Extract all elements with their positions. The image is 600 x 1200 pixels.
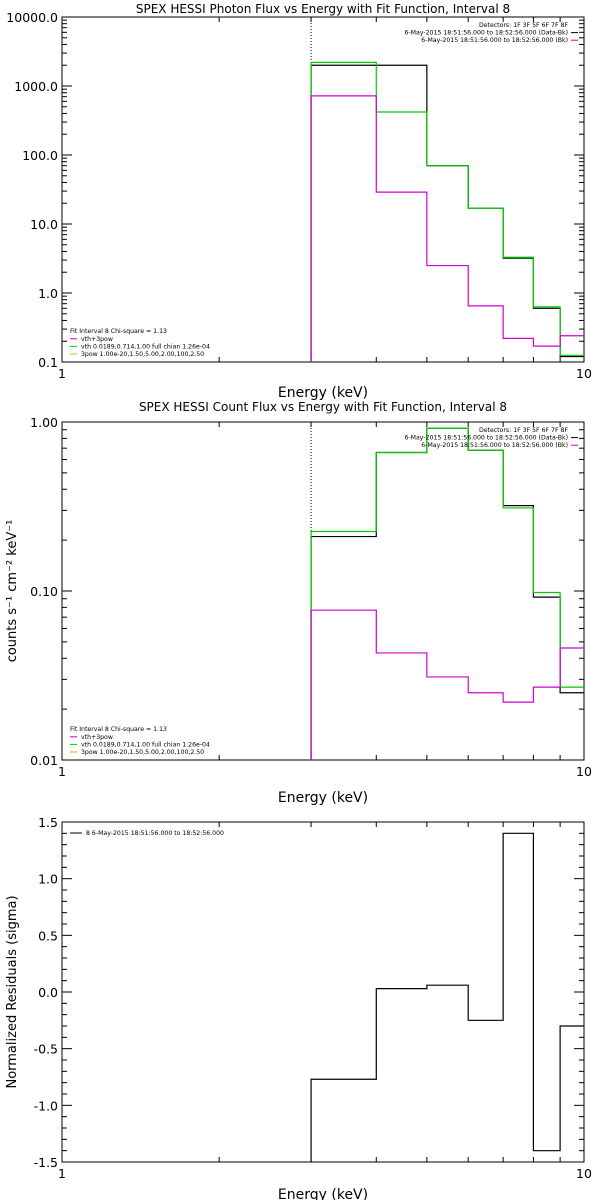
y-tick-label: 1000.0 [14,79,58,94]
x-tick-label: 1 [58,1166,66,1181]
x-axis-label: Energy (keV) [278,1187,368,1200]
y-tick-label: 1.0 [38,286,58,301]
legend-text: Detectors: 1F 3F 5F 6F 7F 8F [479,427,568,434]
legend-text: Fit Interval 8 Chi-square = 1.13 [70,726,167,733]
x-tick-label: 1 [58,764,66,779]
y-tick-label: 10.0 [30,217,58,232]
y-tick-label: 0.10 [30,584,58,599]
chart-title: SPEX HESSI Photon Flux vs Energy with Fi… [136,2,510,16]
legend-text: 6-May-2015 18:51:56.000 to 18:52:56.000 … [405,30,569,37]
legend-text: 3pow 1.00e-20,1.50,5.00,2.00,100,2.50 [81,749,204,756]
y-tick-label: -1.5 [34,1155,58,1170]
legend-text: vth 0.0189,0.714,1.00 full chian 1.26e-0… [81,343,210,350]
x-tick-label: 10 [576,1166,592,1181]
y-axis-label: Normalized Residuals (sigma) [5,895,20,1088]
chart-title: SPEX HESSI Count Flux vs Energy with Fit… [139,400,507,414]
y-tick-label: 0.01 [30,753,58,768]
y-axis-label: counts s⁻¹ cm⁻² keV⁻¹ [5,520,20,663]
series-step-line-0 [310,427,584,760]
legend-text: vth+3pow [81,734,113,741]
legend-text: 8 6-May-2015 18:51:56.000 to 18:52:56.00… [86,830,224,837]
count-flux-panel: SPEX HESSI Count Flux vs Energy with Fit… [5,400,592,806]
plot-frame [61,421,585,761]
y-tick-label: 0.5 [38,928,58,943]
plot-frame [61,16,585,363]
legend-text: 6-May-2015 18:51:56.000 to 18:52:56.000 … [421,37,568,44]
legend-text: vth+3pow [81,336,113,343]
legend-text: Detectors: 1F 3F 5F 6F 7F 8F [479,22,568,29]
y-tick-label: -0.5 [34,1042,58,1057]
x-tick-label: 10 [576,366,592,381]
x-axis-label: Energy (keV) [278,385,368,401]
y-tick-label: 1.0 [38,872,58,887]
series-step-line-1 [310,427,584,760]
legend-text: 6-May-2015 18:51:56.000 to 18:52:56.000 … [405,435,569,442]
series-step-line-2 [310,95,584,362]
y-tick-label: -1.0 [34,1098,58,1113]
series-step-line-0 [310,64,584,362]
x-tick-label: 10 [576,764,592,779]
legend-text: 3pow 1.00e-20,1.50,5.00,2.00,100,2.50 [81,351,204,358]
y-tick-label: 1.5 [38,815,58,830]
legend-text: Fit Interval 8 Chi-square = 1.13 [70,328,167,335]
series-step-line-0 [310,832,584,1162]
y-tick-label: 100.0 [22,148,58,163]
series-step-line-2 [310,609,584,760]
legend-text: 6-May-2015 18:51:56.000 to 18:52:56.000 … [421,442,568,449]
y-tick-label: 0.1 [38,355,58,370]
residuals-panel: 1 10 -1.5 -1.0 -0.5 0.0 0.5 1.0 1.5 Energy (keV) N… [5,815,592,1200]
photon-flux-panel: SPEX HESSI Photon Flux vs Energy with Fi… [6,2,592,401]
series-step-line-1 [310,61,584,362]
x-tick-label: 1 [58,366,66,381]
y-tick-label: 1.00 [30,415,58,430]
legend-text: vth 0.0189,0.714,1.00 full chian 1.26e-0… [81,741,210,748]
y-tick-label: 0.0 [38,985,58,1000]
plot-frame [61,821,585,1163]
y-tick-label: 10000.0 [6,10,58,25]
x-axis-label: Energy (keV) [278,790,368,806]
